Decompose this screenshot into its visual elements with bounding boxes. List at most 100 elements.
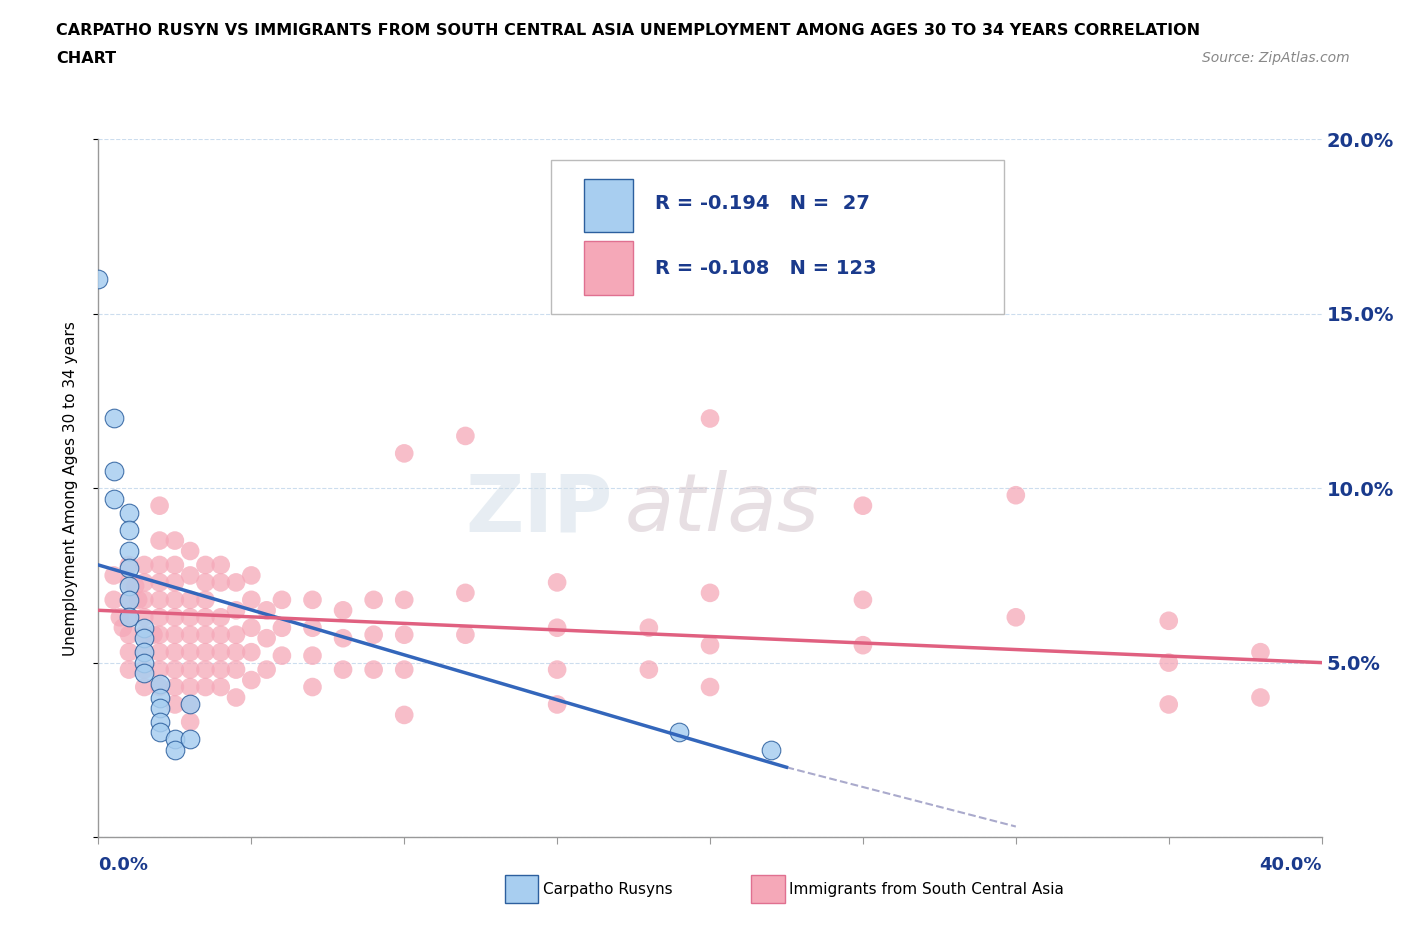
Point [124,578,146,593]
Point [118,578,141,593]
Point [301,620,323,635]
Point [546,662,568,677]
Point [163,628,186,643]
Point [270,620,292,635]
Point [149,644,172,659]
Point [118,610,141,625]
Point [127,592,149,607]
Point [194,610,217,625]
Point [163,698,186,712]
Point [1249,644,1271,659]
Text: Source: ZipAtlas.com: Source: ZipAtlas.com [1202,51,1350,65]
Point [332,631,354,645]
Point [118,628,141,643]
Text: Immigrants from South Central Asia: Immigrants from South Central Asia [789,882,1064,897]
Point [149,610,172,625]
Point [454,586,477,601]
Text: 40.0%: 40.0% [1260,856,1322,873]
Point [209,575,232,590]
Point [363,662,385,677]
Point [149,700,172,715]
Point [134,662,156,677]
Point [454,429,477,444]
Point [699,411,721,426]
Point [179,698,201,712]
Point [256,631,278,645]
FancyBboxPatch shape [551,161,1004,314]
Point [118,610,141,625]
Point [852,638,875,653]
Point [1004,610,1026,625]
Point [103,568,125,583]
Text: CARPATHO RUSYN VS IMMIGRANTS FROM SOUTH CENTRAL ASIA UNEMPLOYMENT AMONG AGES 30 : CARPATHO RUSYN VS IMMIGRANTS FROM SOUTH … [56,23,1201,38]
Point [179,644,201,659]
Point [392,662,416,677]
Point [363,628,385,643]
Point [149,628,172,643]
Point [209,644,232,659]
Point [134,644,156,659]
Point [134,680,156,695]
Point [240,592,263,607]
Point [87,272,110,286]
Point [1157,698,1180,712]
Point [103,491,125,506]
Point [134,666,156,681]
Point [392,628,416,643]
Text: Carpatho Rusyns: Carpatho Rusyns [543,882,672,897]
Point [118,505,141,520]
Point [149,690,172,705]
Point [392,446,416,461]
FancyBboxPatch shape [583,179,633,232]
Point [134,631,156,645]
Point [699,680,721,695]
Point [118,592,141,607]
Point [240,672,263,687]
Point [179,714,201,729]
Point [1157,614,1180,629]
Point [256,662,278,677]
Point [149,680,172,695]
Point [149,498,172,513]
Point [225,603,247,618]
Point [163,662,186,677]
Point [332,662,354,677]
Y-axis label: Unemployment Among Ages 30 to 34 years: Unemployment Among Ages 30 to 34 years [63,321,77,656]
Point [149,662,172,677]
Point [103,463,125,478]
Point [1157,656,1180,671]
Point [546,698,568,712]
Point [108,610,131,625]
Point [194,680,217,695]
Point [194,628,217,643]
Point [392,592,416,607]
Point [225,690,247,705]
Point [149,676,172,691]
Point [209,662,232,677]
Text: R = -0.194   N =  27: R = -0.194 N = 27 [655,194,870,213]
Point [301,680,323,695]
Point [134,656,156,671]
Point [134,558,156,573]
Point [225,644,247,659]
Point [149,714,172,729]
Point [163,575,186,590]
Point [134,610,156,625]
Point [103,411,125,426]
Point [118,592,141,607]
Point [209,610,232,625]
Point [149,558,172,573]
Point [240,620,263,635]
Point [134,644,156,659]
Point [118,575,141,590]
Point [118,543,141,558]
Point [149,533,172,548]
Point [209,628,232,643]
Point [240,644,263,659]
Text: atlas: atlas [624,471,820,548]
Point [118,662,141,677]
Point [179,568,201,583]
FancyBboxPatch shape [583,242,633,295]
Point [668,725,690,740]
Point [179,628,201,643]
